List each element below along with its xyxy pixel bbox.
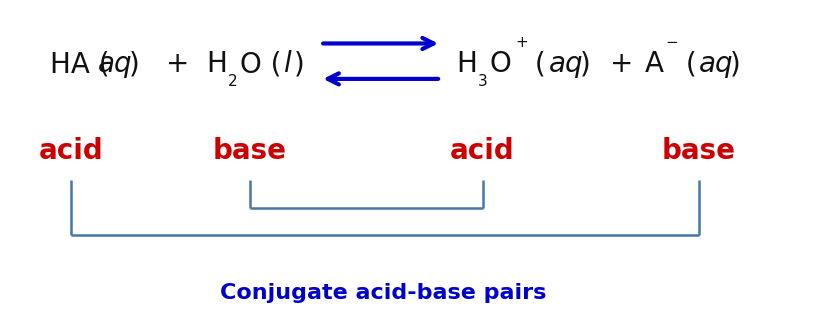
Text: O: O <box>489 51 511 78</box>
Text: H: H <box>456 51 477 78</box>
Text: ): ) <box>730 51 740 78</box>
Text: base: base <box>662 137 735 165</box>
Text: HA (: HA ( <box>50 51 110 78</box>
Text: acid: acid <box>450 137 515 165</box>
Text: 2: 2 <box>228 74 238 89</box>
Text: 3: 3 <box>478 74 488 89</box>
Text: ): ) <box>294 51 305 78</box>
Text: H: H <box>206 51 227 78</box>
Text: (: ( <box>677 51 697 78</box>
Text: ): ) <box>580 51 591 78</box>
Text: +: + <box>610 51 633 78</box>
Text: −: − <box>666 35 678 50</box>
Text: +: + <box>166 51 190 78</box>
Text: (: ( <box>526 51 546 78</box>
Text: aq: aq <box>98 51 133 78</box>
Text: A: A <box>645 51 664 78</box>
Text: aq: aq <box>549 51 584 78</box>
Text: Conjugate acid-base pairs: Conjugate acid-base pairs <box>220 283 546 303</box>
Text: acid: acid <box>38 137 103 165</box>
Text: ): ) <box>129 51 140 78</box>
Text: aq: aq <box>699 51 734 78</box>
Text: O (: O ( <box>240 51 281 78</box>
Text: +: + <box>516 35 528 50</box>
Text: l: l <box>283 51 290 78</box>
Text: base: base <box>213 137 286 165</box>
